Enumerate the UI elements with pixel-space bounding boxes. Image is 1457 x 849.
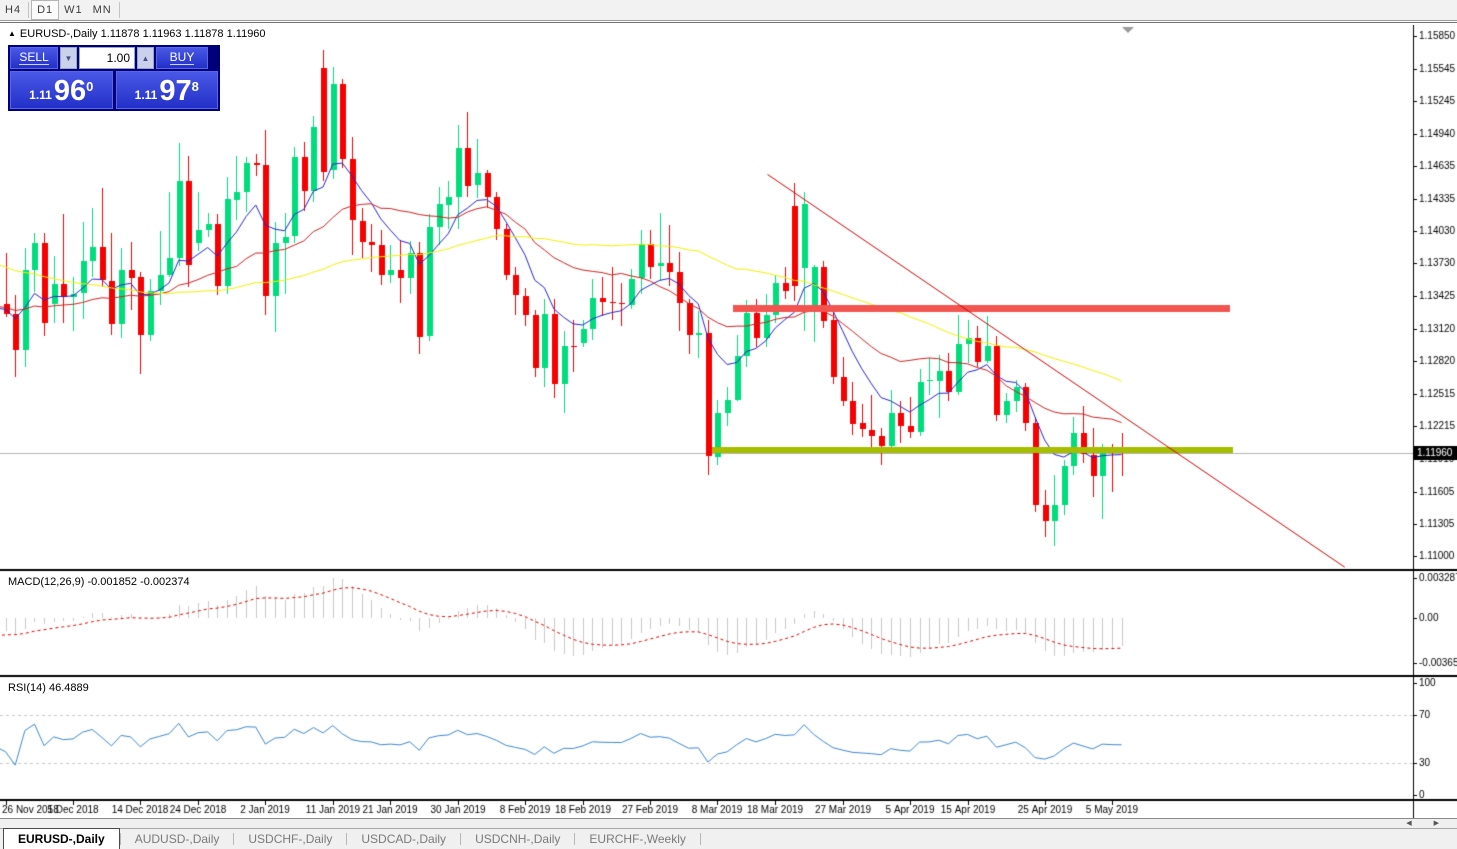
sell-price-big: 96 xyxy=(53,75,87,107)
buy-price-small: 1.11 xyxy=(134,88,158,102)
tab-separator xyxy=(460,833,462,845)
tab-separator xyxy=(119,833,121,845)
buy-price-big: 97 xyxy=(159,75,192,107)
tab-separator xyxy=(346,833,348,845)
tab-scroll-arrows[interactable]: ◀ ▶ xyxy=(1406,820,1449,827)
sell-price-sup: 0 xyxy=(86,79,94,94)
rsi-indicator-label: RSI(14) 46.4889 xyxy=(8,682,89,694)
volume-increase-button[interactable]: ▲ xyxy=(137,47,154,69)
price-chart-canvas[interactable] xyxy=(0,25,1457,819)
tab-separator xyxy=(699,833,701,845)
toolbar-separator xyxy=(118,2,120,18)
macd-indicator-label: MACD(12,26,9) -0.001852 -0.002374 xyxy=(8,576,190,588)
ohlc-text: EURUSD-,Daily 1.11878 1.11963 1.11878 1.… xyxy=(19,28,266,40)
timeframe-mn-button[interactable]: MN xyxy=(92,4,112,16)
timeframe-d1-button[interactable]: D1 xyxy=(31,0,60,20)
symbol-tab-bar: EURUSD-,Daily AUDUSD-,Daily USDCHF-,Daily U… xyxy=(0,828,1457,849)
chart-ohlc-header: ▲ EURUSD-,Daily 1.11878 1.11963 1.11878 1… xyxy=(8,28,266,40)
buy-price-sup: 8 xyxy=(191,79,199,94)
timeframe-w1-button[interactable]: W1 xyxy=(64,4,83,16)
buy-button[interactable]: BUY xyxy=(156,47,208,69)
chart-window: ▲ EURUSD-,Daily 1.11878 1.11963 1.11878 1… xyxy=(0,22,1457,828)
tab-eurusd-daily[interactable]: EURUSD-,Daily xyxy=(3,828,120,849)
buy-price-box[interactable]: 1.11 97 8 xyxy=(115,71,218,109)
volume-input[interactable] xyxy=(79,47,135,69)
sell-price-small: 1.11 xyxy=(29,88,52,102)
tab-separator xyxy=(233,833,235,845)
tab-usdchf-daily[interactable]: USDCHF-,Daily xyxy=(248,832,333,846)
tab-eurchf-weekly[interactable]: EURCHF-,Weekly xyxy=(589,832,686,846)
tab-audusd-daily[interactable]: AUDUSD-,Daily xyxy=(134,832,220,846)
symbol-triangle-icon: ▲ xyxy=(8,29,16,38)
tab-usdcnh-daily[interactable]: USDCNH-,Daily xyxy=(475,832,561,846)
tab-separator xyxy=(574,833,576,845)
sell-button[interactable]: SELL xyxy=(10,47,58,69)
timeframe-h4-button[interactable]: H4 xyxy=(5,4,22,16)
toolbar-separator xyxy=(28,2,30,18)
sell-price-box[interactable]: 1.11 96 0 xyxy=(10,71,113,109)
volume-decrease-button[interactable]: ▼ xyxy=(60,47,77,69)
horizontal-scroll-strip[interactable]: ◀ ▶ xyxy=(0,818,1457,828)
tab-usdcad-daily[interactable]: USDCAD-,Daily xyxy=(361,832,447,846)
timeframe-toolbar: H4 D1 W1 MN xyxy=(0,0,1457,21)
